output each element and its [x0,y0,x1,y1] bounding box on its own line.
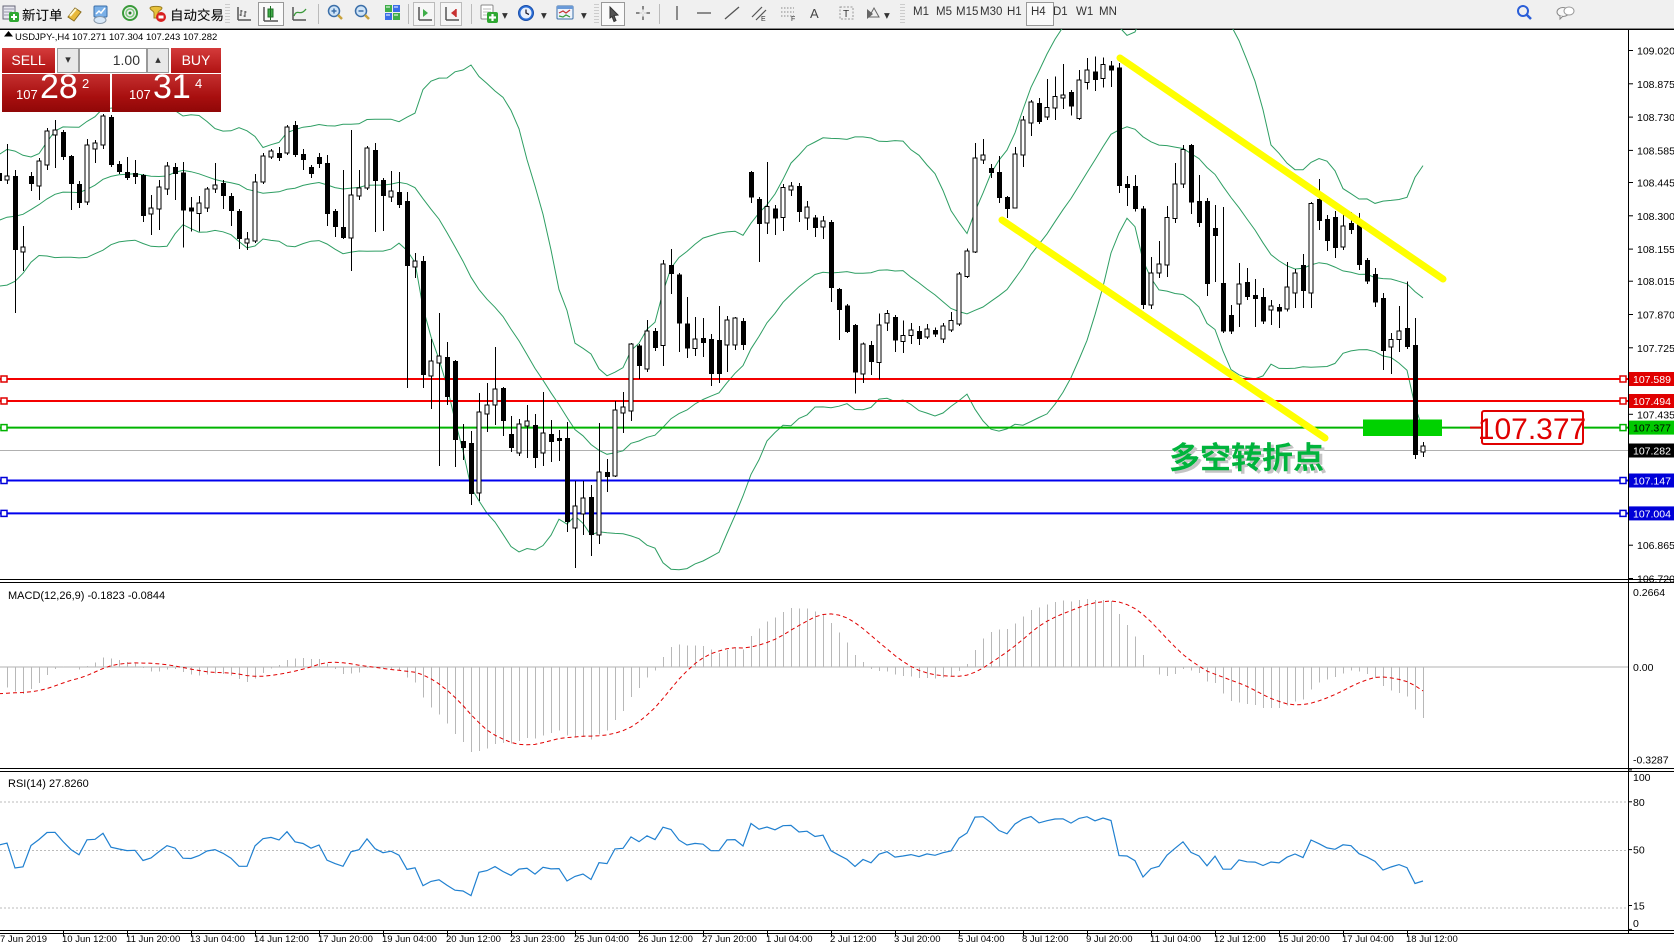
svg-text:108.585: 108.585 [1637,145,1674,157]
svg-text:107.377: 107.377 [1478,413,1586,446]
svg-text:15: 15 [1633,901,1645,913]
svg-text:108.875: 108.875 [1637,79,1674,91]
svg-text:107.589: 107.589 [1633,374,1671,386]
svg-text:0.00: 0.00 [1633,662,1654,674]
svg-text:106.720: 106.720 [1637,574,1674,586]
svg-text:109.020: 109.020 [1637,46,1674,58]
svg-text:E: E [761,16,766,23]
svg-text:50: 50 [1633,845,1645,857]
svg-text:9 Jul 20:00: 9 Jul 20:00 [1086,934,1132,945]
svg-text:107.725: 107.725 [1637,343,1674,355]
svg-text:0: 0 [1633,918,1639,930]
svg-text:3 Jul 20:00: 3 Jul 20:00 [894,934,940,945]
svg-text:T: T [843,9,849,20]
svg-text:25 Jun 04:00: 25 Jun 04:00 [574,934,629,945]
svg-text:5 Jul 04:00: 5 Jul 04:00 [958,934,1004,945]
svg-text:15 Jul 20:00: 15 Jul 20:00 [1278,934,1330,945]
svg-text:107.004: 107.004 [1633,508,1671,520]
svg-text:11 Jul 04:00: 11 Jul 04:00 [1150,934,1201,945]
svg-text:23 Jun 23:00: 23 Jun 23:00 [510,934,565,945]
svg-text:107.870: 107.870 [1637,310,1674,322]
svg-text:10 Jun 12:00: 10 Jun 12:00 [62,934,117,945]
svg-text:107.494: 107.494 [1633,396,1671,408]
svg-text:19 Jun 04:00: 19 Jun 04:00 [382,934,437,945]
svg-text:106.865: 106.865 [1637,540,1674,552]
svg-text:14 Jun 12:00: 14 Jun 12:00 [254,934,309,945]
svg-text:8 Jul 12:00: 8 Jul 12:00 [1022,934,1068,945]
svg-text:18 Jul 12:00: 18 Jul 12:00 [1406,934,1458,945]
svg-text:100: 100 [1633,772,1651,784]
svg-text:13 Jun 04:00: 13 Jun 04:00 [190,934,245,945]
svg-text:2 Jul 12:00: 2 Jul 12:00 [830,934,876,945]
svg-text:USDJPY-,H4: USDJPY-,H4 [15,32,70,43]
svg-text:107.435: 107.435 [1637,409,1674,421]
svg-text:17 Jul 04:00: 17 Jul 04:00 [1342,934,1394,945]
svg-text:F: F [791,16,795,23]
svg-text:107.147: 107.147 [1633,476,1671,488]
svg-text:-0.3287: -0.3287 [1633,755,1669,767]
svg-text:107.377: 107.377 [1633,423,1671,435]
svg-text:108.300: 108.300 [1637,211,1674,223]
svg-text:108.445: 108.445 [1637,178,1674,190]
svg-text:20 Jun 12:00: 20 Jun 12:00 [446,934,501,945]
svg-text:108.155: 108.155 [1637,244,1674,256]
svg-text:108.015: 108.015 [1637,276,1674,288]
svg-text:26 Jun 12:00: 26 Jun 12:00 [638,934,693,945]
svg-text:12 Jul 12:00: 12 Jul 12:00 [1214,934,1266,945]
svg-text:80: 80 [1633,797,1645,809]
svg-text:MACD(12,26,9) -0.1823 -0.0844: MACD(12,26,9) -0.1823 -0.0844 [8,590,165,602]
svg-text:108.730: 108.730 [1637,112,1674,124]
svg-text:27 Jun 20:00: 27 Jun 20:00 [702,934,757,945]
svg-text:7 Jun 2019: 7 Jun 2019 [0,934,47,945]
svg-text:RSI(14) 27.8260: RSI(14) 27.8260 [8,778,89,790]
svg-text:107.282: 107.282 [1633,446,1671,458]
svg-text:107.271 107.304 107.243 107.28: 107.271 107.304 107.243 107.282 [72,32,217,43]
svg-text:11 Jun 20:00: 11 Jun 20:00 [126,934,180,945]
svg-text:17 Jun 20:00: 17 Jun 20:00 [318,934,373,945]
svg-text:1 Jul 04:00: 1 Jul 04:00 [766,934,812,945]
svg-text:0.2664: 0.2664 [1633,587,1665,599]
